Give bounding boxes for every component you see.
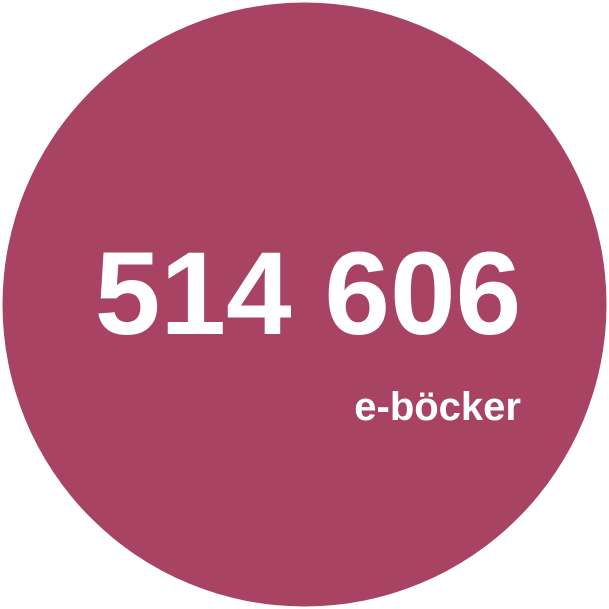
badge-unit: e-böcker: [354, 385, 521, 429]
badge-number: 514 606: [95, 228, 522, 360]
